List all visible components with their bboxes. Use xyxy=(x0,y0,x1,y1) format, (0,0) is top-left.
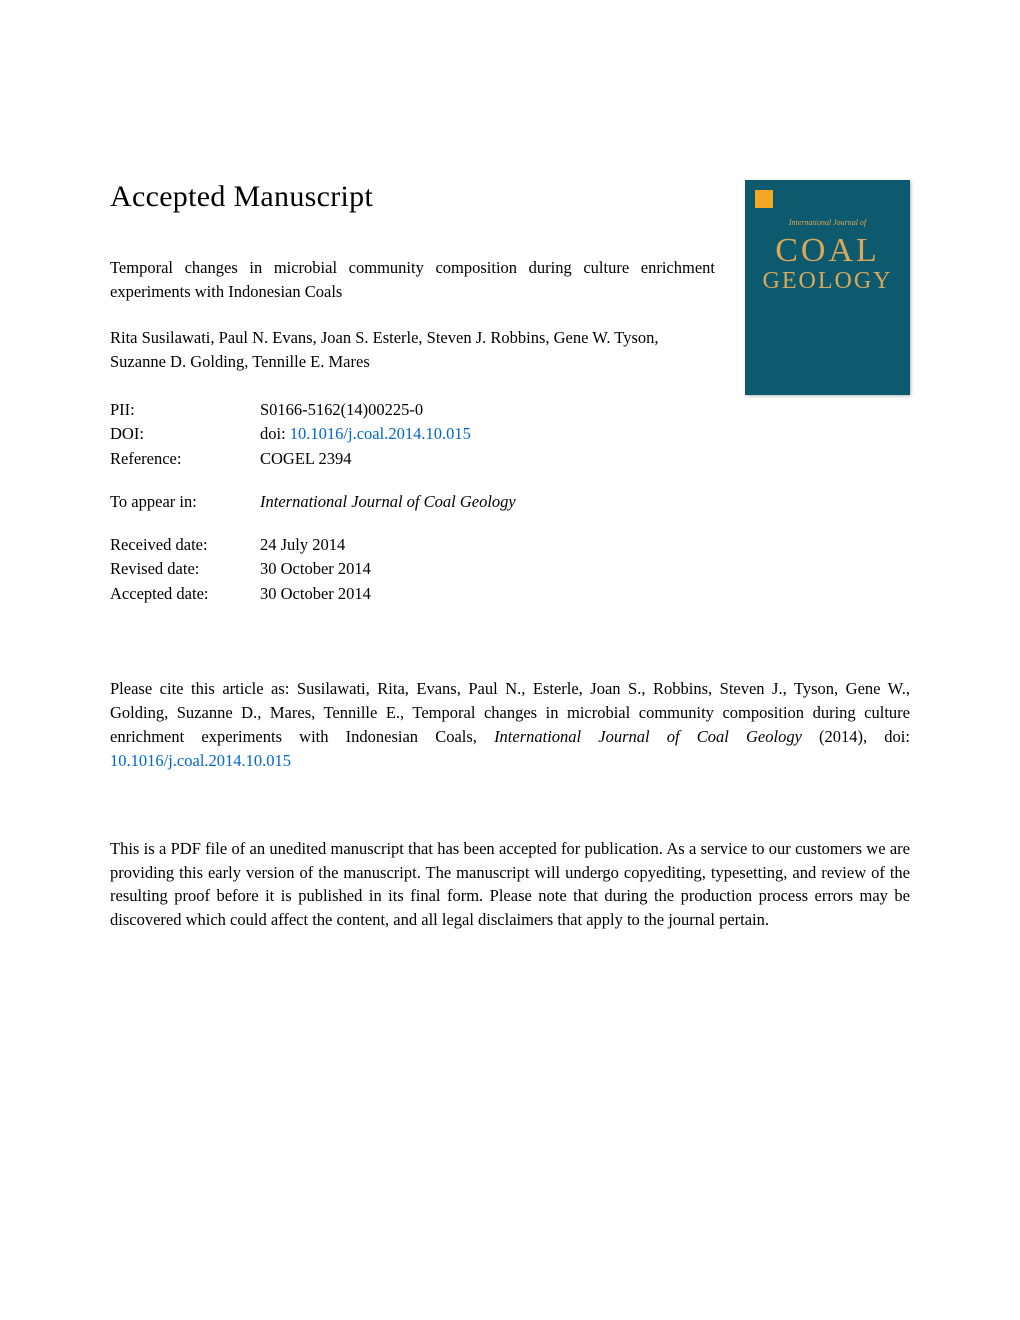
accepted-value: 30 October 2014 xyxy=(260,582,371,607)
cover-subtitle: International Journal of xyxy=(755,218,900,227)
meta-row-revised: Revised date: 30 October 2014 xyxy=(110,557,715,582)
citation-doi-link[interactable]: 10.1016/j.coal.2014.10.015 xyxy=(110,751,291,770)
meta-row-received: Received date: 24 July 2014 xyxy=(110,533,715,558)
doi-value: doi: 10.1016/j.coal.2014.10.015 xyxy=(260,422,471,447)
pii-value: S0166-5162(14)00225-0 xyxy=(260,398,423,423)
received-value: 24 July 2014 xyxy=(260,533,345,558)
journal-cover: International Journal of COAL GEOLOGY xyxy=(745,180,910,395)
article-title: Temporal changes in microbial community … xyxy=(110,256,715,304)
cover-title-line1: COAL xyxy=(755,233,900,269)
received-label: Received date: xyxy=(110,533,260,558)
appear-label: To appear in: xyxy=(110,490,260,515)
cover-title-line2: GEOLOGY xyxy=(755,269,900,294)
reference-label: Reference: xyxy=(110,447,260,472)
revised-value: 30 October 2014 xyxy=(260,557,371,582)
authors-list: Rita Susilawati, Paul N. Evans, Joan S. … xyxy=(110,326,715,374)
spacer xyxy=(110,472,715,490)
disclaimer-text: This is a PDF file of an unedited manusc… xyxy=(110,837,910,933)
left-column: Accepted Manuscript Temporal changes in … xyxy=(110,180,745,607)
meta-row-doi: DOI: doi: 10.1016/j.coal.2014.10.015 xyxy=(110,422,715,447)
header-row: Accepted Manuscript Temporal changes in … xyxy=(110,180,910,607)
meta-row-appear: To appear in: International Journal of C… xyxy=(110,490,715,515)
doi-link[interactable]: 10.1016/j.coal.2014.10.015 xyxy=(290,424,471,443)
citation-year: (2014), doi: xyxy=(819,727,910,746)
accepted-label: Accepted date: xyxy=(110,582,260,607)
doi-prefix: doi: xyxy=(260,424,290,443)
doi-label: DOI: xyxy=(110,422,260,447)
citation-journal: International Journal of Coal Geology xyxy=(494,727,819,746)
journal-name: International Journal of Coal Geology xyxy=(260,490,516,515)
metadata-table: PII: S0166-5162(14)00225-0 DOI: doi: 10.… xyxy=(110,398,715,607)
publisher-logo-icon xyxy=(755,190,773,208)
meta-row-reference: Reference: COGEL 2394 xyxy=(110,447,715,472)
page-title: Accepted Manuscript xyxy=(110,180,715,214)
revised-label: Revised date: xyxy=(110,557,260,582)
meta-row-accepted: Accepted date: 30 October 2014 xyxy=(110,582,715,607)
citation-block: Please cite this article as: Susilawati,… xyxy=(110,677,910,773)
meta-row-pii: PII: S0166-5162(14)00225-0 xyxy=(110,398,715,423)
reference-value: COGEL 2394 xyxy=(260,447,352,472)
pii-label: PII: xyxy=(110,398,260,423)
spacer xyxy=(110,515,715,533)
